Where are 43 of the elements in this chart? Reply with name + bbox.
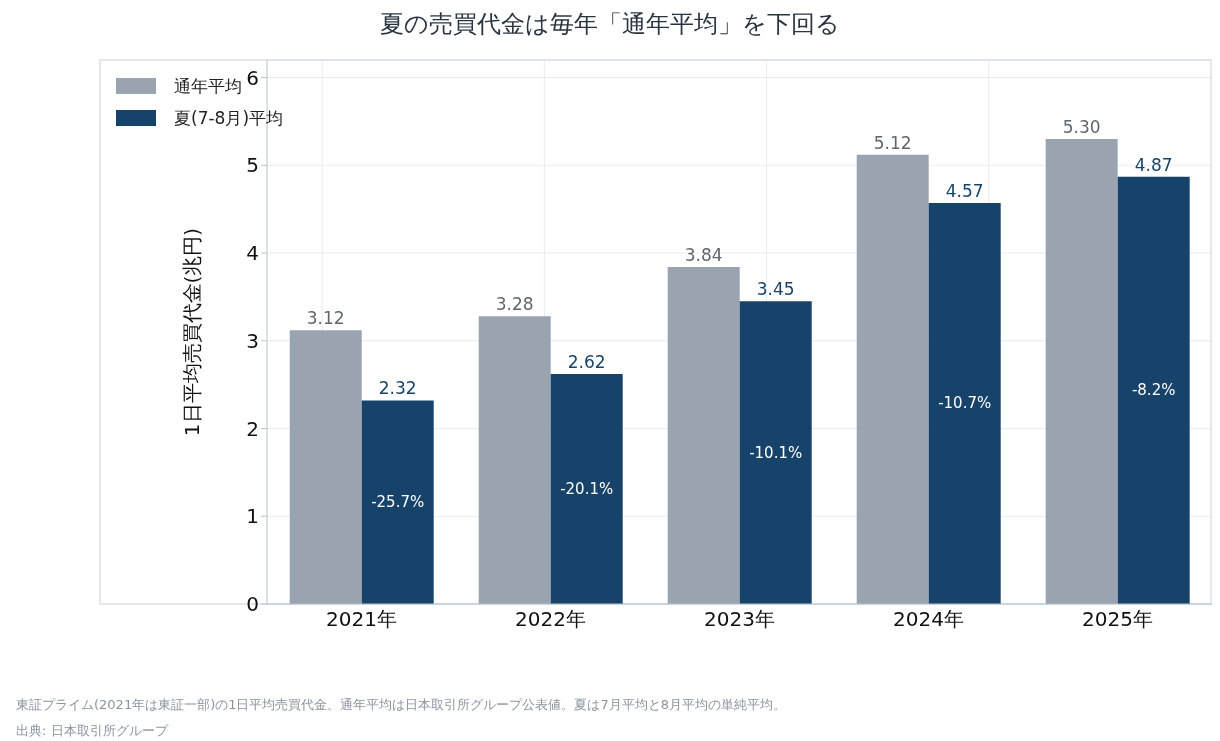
data-label: 4.87	[1134, 154, 1173, 175]
bar	[289, 330, 362, 604]
data-label: 3.84	[684, 245, 723, 266]
bar	[550, 374, 623, 604]
data-label: 5.12	[873, 132, 912, 153]
annotation: -25.7%	[371, 492, 425, 511]
y-tick-label: 5	[246, 153, 260, 178]
bar	[361, 400, 434, 604]
text: 東証プライム(2021年は東証一部)の1日平均売買代金。通年平均は日本取引所グループ公表値。夏は7月平均と8月平均の単純平均。	[16, 696, 788, 714]
y-tick-label: 4	[246, 241, 260, 266]
legend-label: 夏(7-8月)平均	[174, 107, 284, 130]
x-tick-label: 2024年	[893, 607, 964, 632]
annotation: -20.1%	[560, 479, 614, 498]
data-label: 3.12	[306, 308, 345, 329]
bar	[739, 301, 812, 604]
y-tick-label: 6	[246, 65, 260, 90]
bar	[856, 154, 929, 604]
annotation: -10.7%	[938, 394, 992, 413]
annotation: -8.2%	[1131, 381, 1176, 400]
y-tick-label: 2	[246, 416, 260, 441]
x-tick-label: 2021年	[326, 607, 397, 632]
x-tick-label: 2022年	[515, 607, 586, 632]
data-label: 4.57	[945, 181, 984, 202]
legend-label: 通年平均	[174, 75, 242, 98]
y-tick-label: 3	[246, 328, 260, 353]
bar	[928, 203, 1001, 604]
annotation: -10.1%	[749, 443, 803, 462]
data-label: 2.32	[378, 378, 417, 399]
bar	[667, 267, 740, 604]
bar	[1117, 176, 1190, 604]
chart-title: 夏の売買代金は毎年「通年平均」を下回る	[379, 9, 841, 40]
data-label: 3.28	[495, 294, 534, 315]
y-axis-title: 1日平均売買代金(兆円)	[180, 227, 205, 437]
y-tick-label: 1	[246, 504, 260, 529]
x-tick-label: 2025年	[1082, 607, 1153, 632]
x-tick-label: 2023年	[704, 607, 775, 632]
source-note: 出典: 日本取引所グループ	[16, 722, 170, 740]
data-label: 3.45	[756, 279, 795, 300]
data-label: 5.30	[1062, 116, 1101, 137]
bar	[1045, 138, 1118, 604]
data-label: 2.62	[567, 352, 606, 373]
y-tick-label: 0	[246, 592, 260, 617]
bar	[478, 316, 551, 604]
